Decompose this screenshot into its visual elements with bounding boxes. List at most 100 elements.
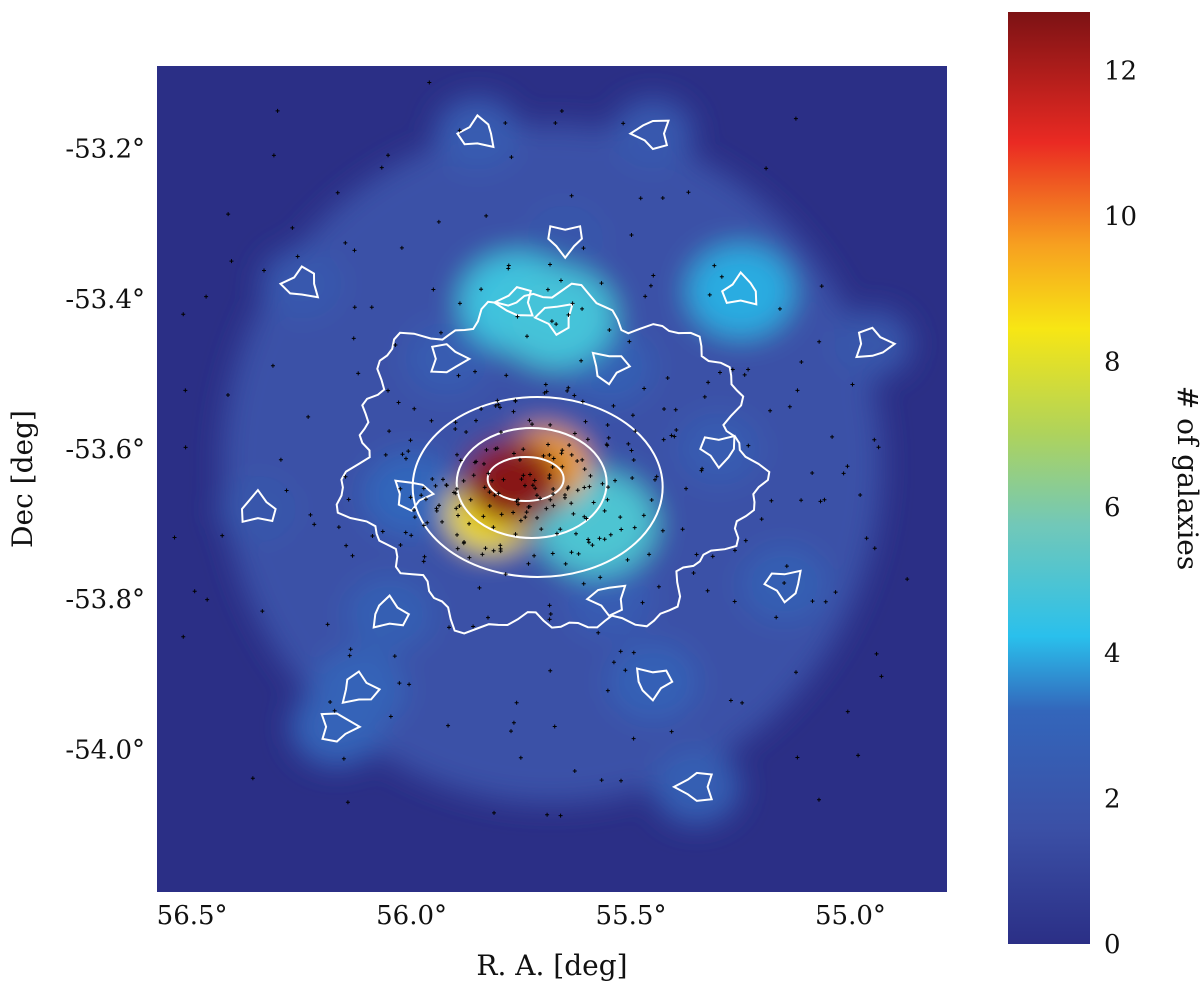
- galaxy-marker: [430, 477, 435, 482]
- galaxy-marker: [547, 475, 552, 480]
- galaxy-marker: [496, 402, 501, 407]
- galaxy-marker: [485, 615, 490, 620]
- galaxy-marker: [524, 510, 529, 515]
- x-tick: 56.5°: [157, 901, 228, 931]
- galaxy-marker: [530, 483, 535, 488]
- galaxy-marker: [487, 490, 492, 495]
- galaxy-marker: [845, 709, 850, 714]
- galaxy-marker: [565, 388, 570, 393]
- galaxy-marker: [673, 407, 678, 412]
- x-tick: 55.5°: [596, 901, 667, 931]
- colorbar-gradient: [1008, 12, 1090, 944]
- galaxy-marker: [521, 447, 526, 452]
- galaxy-marker: [493, 403, 498, 408]
- galaxy-marker: [521, 473, 526, 478]
- galaxy-marker: [481, 461, 486, 466]
- galaxy-marker: [336, 525, 341, 530]
- galaxy-marker: [558, 813, 563, 818]
- galaxy-marker: [457, 301, 462, 306]
- galaxy-marker: [290, 225, 295, 230]
- galaxy-marker: [262, 268, 267, 273]
- galaxy-marker: [422, 554, 427, 559]
- small-contour-22: [547, 225, 583, 260]
- galaxy-marker: [350, 553, 355, 558]
- galaxy-marker: [544, 389, 549, 394]
- galaxy-marker: [386, 388, 391, 393]
- galaxy-marker: [638, 196, 643, 201]
- galaxy-marker: [498, 543, 503, 548]
- galaxy-marker: [566, 385, 571, 390]
- galaxy-marker: [425, 520, 430, 525]
- galaxy-marker: [345, 800, 350, 805]
- small-contour-8: [320, 712, 362, 743]
- galaxy-marker: [544, 506, 549, 511]
- galaxy-marker: [746, 367, 751, 372]
- galaxy-marker: [542, 390, 547, 395]
- galaxy-marker: [830, 434, 835, 439]
- galaxy-marker: [581, 246, 586, 251]
- galaxy-marker: [532, 553, 537, 558]
- galaxy-marker: [284, 488, 289, 493]
- galaxy-marker: [220, 533, 225, 538]
- galaxy-marker: [499, 512, 504, 517]
- galaxy-marker: [527, 418, 532, 423]
- small-contour-21: [394, 479, 436, 513]
- colorbar-label: # of galaxies: [1171, 386, 1200, 570]
- galaxy-marker: [421, 486, 426, 491]
- galaxy-marker: [905, 577, 910, 582]
- galaxy-marker: [551, 456, 556, 461]
- galaxy-marker: [431, 287, 436, 292]
- galaxy-marker: [388, 714, 393, 719]
- galaxy-marker: [588, 473, 593, 478]
- galaxy-marker: [351, 336, 356, 341]
- galaxy-marker: [572, 431, 577, 436]
- galaxy-marker: [728, 698, 733, 703]
- galaxy-marker: [408, 438, 413, 443]
- galaxy-marker: [768, 408, 773, 413]
- x-tick-label: 55.5°: [596, 901, 667, 931]
- galaxy-marker: [437, 503, 442, 508]
- galaxy-marker: [569, 501, 574, 506]
- core-contour-2: [411, 396, 664, 578]
- density-contours: [240, 113, 897, 802]
- galaxy-marker: [623, 668, 628, 673]
- galaxy-marker: [549, 319, 554, 324]
- galaxy-marker: [526, 504, 531, 509]
- galaxy-marker: [429, 418, 434, 423]
- galaxy-marker: [575, 488, 580, 493]
- galaxy-marker: [730, 367, 735, 372]
- galaxy-marker: [352, 305, 357, 310]
- galaxy-marker: [453, 427, 458, 432]
- galaxy-marker: [642, 386, 647, 391]
- galaxy-marker: [586, 537, 591, 542]
- galaxy-marker: [306, 414, 311, 419]
- galaxy-marker: [509, 155, 514, 160]
- galaxy-marker: [451, 490, 456, 495]
- galaxy-marker: [581, 581, 586, 586]
- density-peak-15: [290, 686, 383, 767]
- galaxy-markers: [172, 80, 910, 818]
- galaxy-marker: [504, 373, 509, 378]
- galaxy-marker: [567, 443, 572, 448]
- galaxy-marker: [694, 552, 699, 557]
- colorbar-tick-label: 2: [1104, 784, 1121, 814]
- galaxy-marker: [822, 497, 827, 502]
- galaxy-marker: [769, 498, 774, 503]
- galaxy-marker: [719, 274, 724, 279]
- galaxy-marker: [295, 254, 300, 259]
- galaxy-marker: [743, 538, 748, 543]
- galaxy-marker: [325, 622, 330, 627]
- galaxy-marker: [525, 334, 529, 339]
- density-peak-1: [833, 309, 912, 378]
- galaxy-marker: [551, 486, 556, 491]
- galaxy-marker: [399, 245, 404, 250]
- galaxy-marker: [352, 248, 357, 253]
- galaxy-marker: [344, 543, 349, 548]
- galaxy-marker: [605, 497, 610, 502]
- galaxy-marker: [522, 483, 527, 488]
- galaxy-marker: [580, 306, 585, 311]
- galaxy-marker: [629, 233, 634, 238]
- galaxy-marker: [183, 388, 188, 393]
- density-peak-6: [404, 322, 489, 396]
- galaxy-marker: [799, 359, 804, 364]
